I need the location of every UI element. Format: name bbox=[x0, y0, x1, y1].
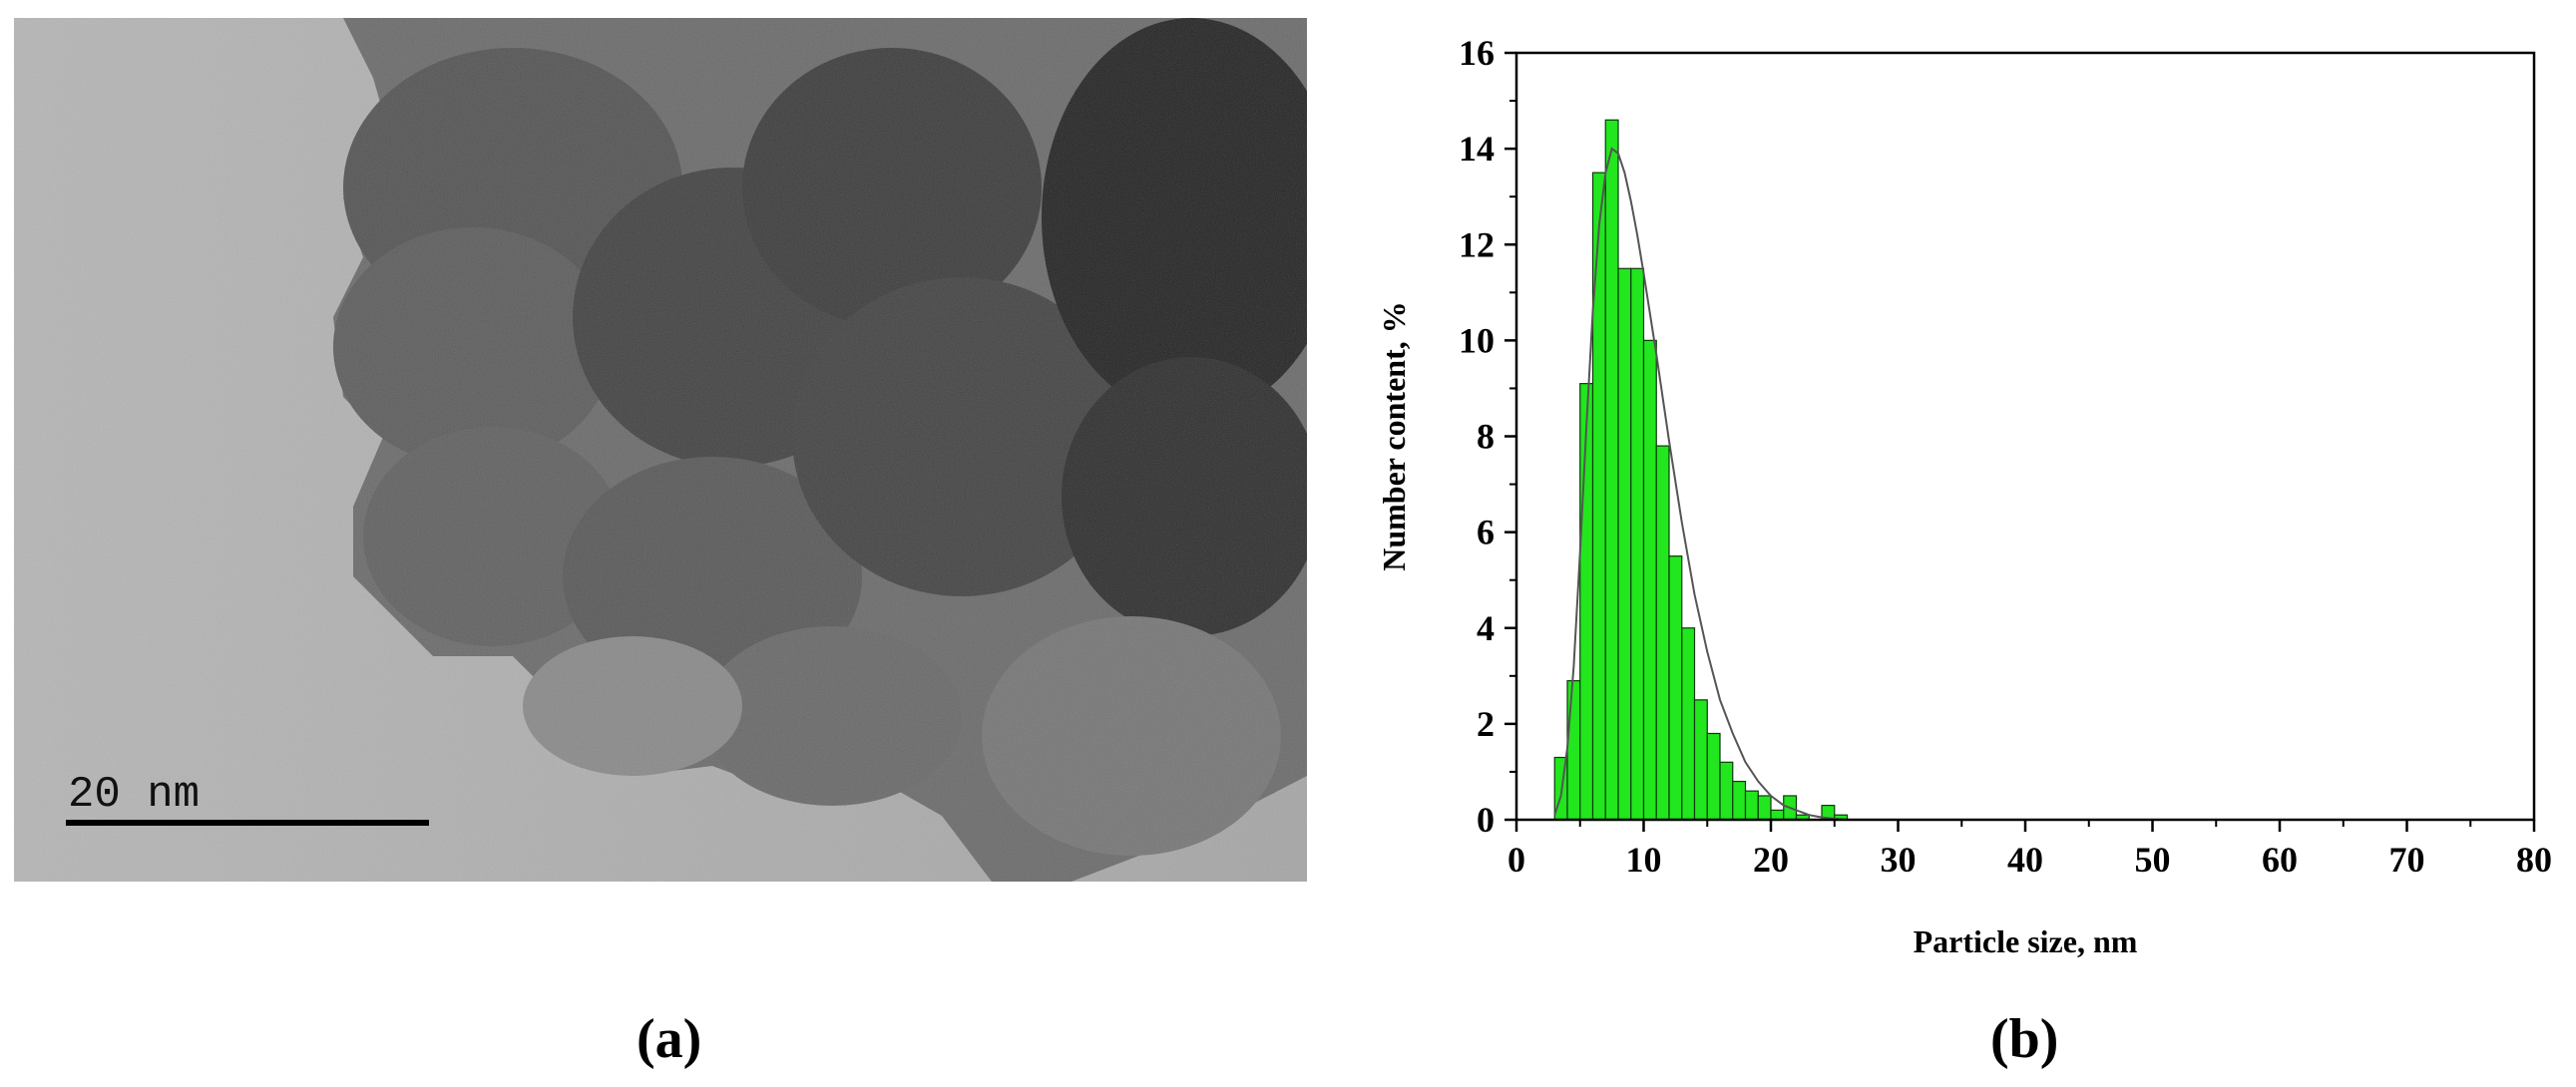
histogram-bar bbox=[1706, 732, 1721, 821]
x-axis-ticks: 0 10 20 30 40 50 60 70 80 bbox=[1507, 820, 2552, 880]
y-tick-label: 10 bbox=[1459, 320, 1495, 360]
histogram-bar bbox=[1681, 627, 1696, 821]
x-tick-label: 0 bbox=[1507, 840, 1525, 880]
scale-bar-label: 20 nm bbox=[68, 770, 200, 820]
y-tick-label: 16 bbox=[1459, 33, 1495, 73]
histogram-bar bbox=[1732, 780, 1747, 821]
y-tick-label: 14 bbox=[1459, 129, 1495, 169]
panel-label-a: (a) bbox=[637, 1008, 702, 1070]
y-axis-title: Number content, % bbox=[1376, 301, 1412, 571]
x-tick-label: 10 bbox=[1626, 840, 1662, 880]
histogram-bar bbox=[1757, 795, 1772, 821]
y-tick-label: 6 bbox=[1477, 513, 1495, 552]
x-tick-label: 30 bbox=[1881, 840, 1917, 880]
histogram-bar bbox=[1604, 119, 1619, 821]
histogram-bar bbox=[1591, 172, 1606, 821]
panel-label-b: (b) bbox=[1990, 1008, 2059, 1070]
bars-layer bbox=[1553, 119, 1849, 821]
histogram-bar bbox=[1630, 267, 1645, 821]
histogram-bar bbox=[1655, 445, 1670, 821]
x-tick-label: 40 bbox=[2007, 840, 2043, 880]
size-distribution-chart: 0 10 20 30 40 50 60 70 80 0 2 4 6 8 10 12 14 16 Particle… bbox=[1317, 0, 2576, 997]
scale-bar: 20 nm bbox=[66, 770, 429, 826]
y-axis-ticks: 0 2 4 6 8 10 12 14 16 bbox=[1459, 33, 1516, 840]
x-tick-label: 20 bbox=[1753, 840, 1789, 880]
histogram-svg: 0 10 20 30 40 50 60 70 80 0 2 4 6 8 10 12 14 16 Particle… bbox=[1376, 33, 2552, 959]
y-tick-label: 4 bbox=[1477, 608, 1495, 648]
x-tick-label: 70 bbox=[2389, 840, 2425, 880]
histogram-bar bbox=[1579, 383, 1594, 821]
histogram-bar bbox=[1566, 680, 1581, 821]
histogram-bar bbox=[1668, 555, 1683, 821]
x-tick-label: 60 bbox=[2262, 840, 2298, 880]
y-tick-label: 0 bbox=[1477, 800, 1495, 840]
histogram-bar bbox=[1770, 809, 1785, 821]
fit-curve bbox=[1553, 147, 1848, 821]
x-tick-label: 50 bbox=[2135, 840, 2171, 880]
y-tick-label: 2 bbox=[1477, 704, 1495, 744]
histogram-bar bbox=[1719, 761, 1734, 821]
x-tick-label: 80 bbox=[2516, 840, 2552, 880]
histogram-bar bbox=[1744, 790, 1759, 821]
y-tick-label: 12 bbox=[1459, 224, 1495, 264]
x-axis-title: Particle size, nm bbox=[1914, 923, 2138, 959]
y-tick-label: 8 bbox=[1477, 417, 1495, 457]
histogram-bar bbox=[1693, 699, 1708, 821]
histogram-bar bbox=[1617, 267, 1632, 821]
tem-micrograph: 20 nm bbox=[14, 18, 1307, 882]
histogram-bar bbox=[1642, 339, 1657, 821]
tem-image: 20 nm bbox=[14, 18, 1307, 882]
